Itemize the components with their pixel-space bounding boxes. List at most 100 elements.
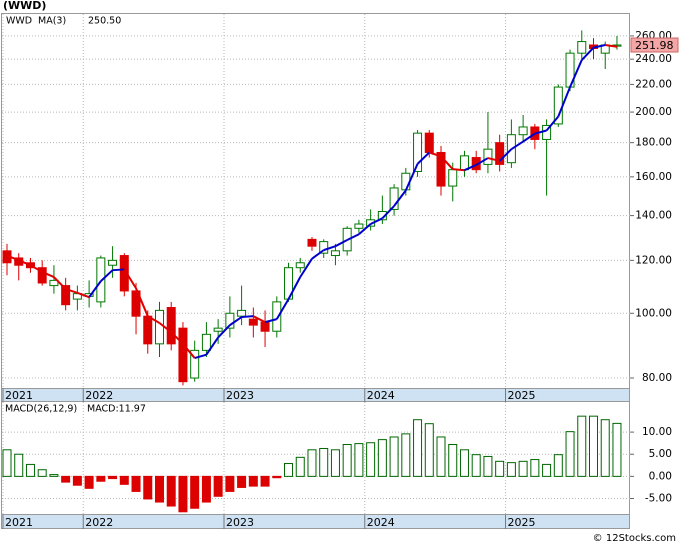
- macd-bar: [366, 442, 376, 477]
- macd-bar: [600, 419, 610, 477]
- macd-bar: [471, 454, 481, 477]
- candle-body: [354, 223, 364, 229]
- ma-line: [182, 343, 196, 359]
- macd-bar: [530, 459, 540, 477]
- date-band: [1, 514, 630, 529]
- macd-bar: [119, 475, 129, 485]
- candle-body: [448, 169, 458, 187]
- macd-bar: [354, 443, 364, 477]
- ma-line: [158, 322, 172, 333]
- candle-body: [272, 301, 282, 332]
- ma-line: [605, 44, 618, 48]
- macd-bar: [37, 469, 47, 477]
- candle-body: [377, 210, 387, 221]
- macd-bar: [459, 449, 469, 477]
- macd-bar: [612, 422, 622, 477]
- ma-line: [464, 164, 477, 172]
- ma-line: [135, 287, 149, 317]
- ma-line: [29, 264, 43, 273]
- candle-body: [413, 132, 423, 172]
- macd-bar: [565, 431, 575, 477]
- ma-line: [287, 276, 302, 300]
- macd-bar: [49, 474, 59, 477]
- ma-line: [100, 269, 114, 282]
- candle-body: [119, 255, 129, 292]
- macd-bar: [448, 443, 458, 477]
- ma-line: [77, 291, 90, 299]
- ma-line: [569, 59, 583, 88]
- ma-line: [510, 140, 524, 151]
- macd-bar: [201, 475, 211, 503]
- macd-bar: [131, 475, 141, 492]
- legend-value: MACD:11.97: [87, 404, 146, 415]
- macd-bar: [84, 475, 94, 489]
- ma-line: [65, 288, 78, 294]
- ma-line: [205, 336, 219, 356]
- ma-line: [241, 315, 254, 319]
- ma-line: [252, 315, 266, 323]
- ma-line: [88, 280, 102, 298]
- ma-line: [264, 318, 278, 324]
- ma-line: [229, 316, 243, 326]
- y-tick-label: 160.00: [635, 171, 672, 183]
- ma-line: [147, 315, 160, 324]
- ma-line: [18, 259, 31, 267]
- ma-line: [581, 46, 595, 61]
- macd-bar: [248, 475, 258, 487]
- candle-body: [201, 333, 211, 351]
- candle-body: [483, 148, 493, 165]
- macd-bar: [436, 436, 446, 477]
- candle-body: [37, 267, 47, 284]
- y-tick-label: 10.00: [642, 426, 672, 438]
- macd-bar: [577, 415, 587, 477]
- y-tick-label: 220.00: [635, 78, 672, 90]
- macd-bar: [25, 463, 35, 477]
- x-tick-label: 2025: [508, 516, 536, 529]
- ma-line: [275, 298, 290, 320]
- candle-body: [307, 238, 317, 247]
- legend-entry: WWD: [6, 16, 32, 27]
- candle-body: [401, 172, 411, 191]
- candle-body: [178, 327, 188, 383]
- macd-bar: [330, 449, 340, 477]
- macd-bar: [284, 463, 294, 477]
- ma-line: [41, 271, 55, 278]
- ma-line: [194, 353, 207, 360]
- candle-body: [436, 151, 446, 187]
- macd-bar: [506, 462, 516, 477]
- candle-body: [154, 309, 164, 345]
- ma-line: [299, 258, 313, 278]
- price-box: [630, 37, 679, 53]
- y-tick-label: -5.00: [645, 493, 672, 505]
- candle-body: [495, 142, 505, 165]
- candle-body: [248, 318, 258, 326]
- macd-bar: [553, 454, 563, 477]
- macd-bar: [14, 453, 24, 477]
- candle-body: [389, 187, 399, 210]
- macd-bar: [589, 415, 598, 477]
- y-tick-label: 140.00: [635, 210, 672, 222]
- ma-line: [334, 239, 348, 248]
- ma-line: [112, 268, 125, 272]
- ma-line: [593, 44, 606, 49]
- candle-body: [459, 155, 469, 171]
- macd-bar: [272, 475, 282, 479]
- x-tick-label: 2022: [85, 516, 113, 529]
- x-tick-label: 2021: [5, 516, 33, 529]
- macd-bar: [389, 436, 399, 477]
- price-panel: [1, 13, 630, 389]
- ma-line: [534, 129, 547, 135]
- ma-line: [428, 151, 442, 158]
- macd-bar: [190, 475, 200, 509]
- candle-body: [518, 126, 528, 136]
- ma-line: [170, 331, 184, 345]
- ma-line: [522, 132, 536, 143]
- x-tick-label: 2025: [508, 389, 536, 402]
- macd-bar: [295, 456, 305, 477]
- candle-body: [295, 262, 305, 269]
- y-tick-label: 0.00: [649, 470, 672, 482]
- candle-body: [213, 327, 223, 332]
- x-tick-label: 2022: [85, 389, 113, 402]
- macd-bar: [483, 455, 493, 477]
